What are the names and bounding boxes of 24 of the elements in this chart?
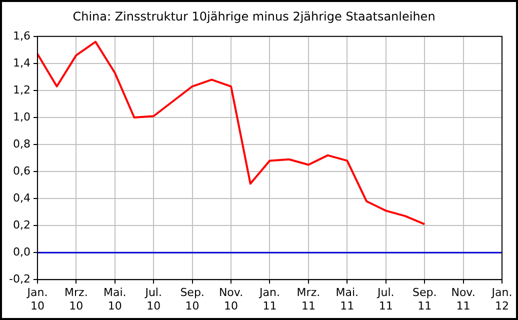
- y-tick-label: 0,2: [12, 218, 30, 232]
- x-tick-label: Jul. 11: [376, 286, 394, 312]
- y-tick-label: 1,0: [12, 110, 30, 124]
- y-tick-label: -0,2: [8, 272, 30, 286]
- y-tick-label: 1,2: [12, 83, 30, 96]
- y-tick-label: 0,6: [12, 164, 30, 178]
- x-tick-label: Mrz. 11: [296, 286, 320, 312]
- y-tick-label: 0,8: [12, 137, 30, 150]
- x-tick-label: Jan. 12: [490, 286, 512, 312]
- x-tick-label: Mai. 10: [103, 286, 126, 312]
- y-tick-label: 0,4: [12, 191, 30, 204]
- x-tick-label: Nov. 11: [451, 286, 476, 312]
- x-tick-label: Jan. 10: [26, 286, 48, 312]
- chart-title: China: Zinsstruktur 10jährige minus 2jährige Staatsanleihen: [72, 9, 436, 24]
- y-tick-label: 0,0: [12, 245, 30, 258]
- x-tick-label: Mai. 11: [336, 286, 359, 312]
- y-tick-label: 1,4: [12, 56, 30, 70]
- y-tick-label: 1,6: [12, 29, 30, 42]
- x-tick-label: Nov. 10: [218, 286, 244, 312]
- x-tick-label: Sep. 11: [412, 286, 437, 312]
- x-tick-label: Sep. 10: [180, 286, 204, 312]
- x-tick-label: Jul. 10: [144, 286, 162, 312]
- x-tick-label: Jan. 11: [258, 286, 280, 312]
- x-tick-label: Mrz. 10: [64, 286, 88, 312]
